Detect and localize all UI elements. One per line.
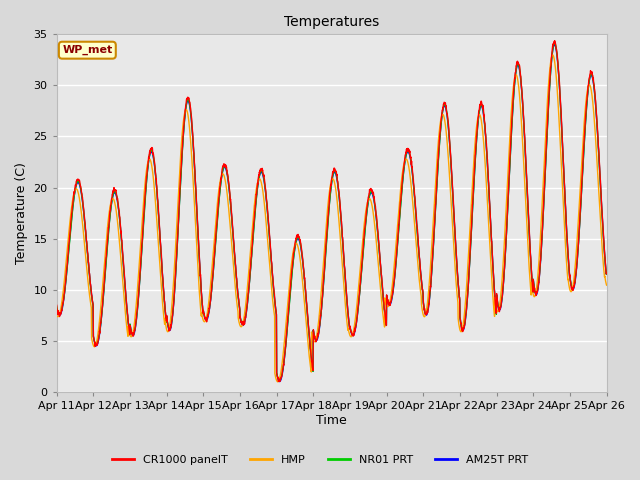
NR01 PRT (551, 40, 559, 46)
CR1000 panelT (579, 160, 587, 166)
AM25T PRT (579, 163, 587, 169)
HMP (156, 252, 163, 257)
AM25T PRT (603, 270, 611, 276)
AM25T PRT (551, 42, 559, 48)
X-axis label: Time: Time (316, 414, 347, 427)
Line: CR1000 panelT: CR1000 panelT (57, 41, 607, 382)
Y-axis label: Temperature (C): Temperature (C) (15, 162, 28, 264)
HMP (203, 313, 211, 319)
Title: Temperatures: Temperatures (284, 15, 380, 29)
CR1000 panelT (394, 228, 402, 234)
CR1000 panelT (156, 216, 163, 222)
NR01 PRT (495, 305, 503, 311)
AM25T PRT (337, 216, 345, 222)
NR01 PRT (394, 232, 402, 238)
HMP (579, 139, 587, 144)
HMP (603, 282, 611, 288)
NR01 PRT (156, 220, 163, 226)
AM25T PRT (53, 304, 61, 310)
Line: HMP: HMP (57, 55, 607, 382)
CR1000 panelT (603, 271, 611, 276)
AM25T PRT (203, 317, 211, 323)
NR01 PRT (579, 165, 587, 170)
AM25T PRT (276, 379, 284, 384)
AM25T PRT (495, 306, 503, 312)
Text: WP_met: WP_met (62, 45, 113, 55)
Legend: CR1000 panelT, HMP, NR01 PRT, AM25T PRT: CR1000 panelT, HMP, NR01 PRT, AM25T PRT (107, 451, 533, 469)
CR1000 panelT (275, 379, 282, 384)
HMP (548, 52, 556, 58)
HMP (394, 212, 402, 217)
NR01 PRT (53, 304, 61, 310)
CR1000 panelT (337, 214, 345, 219)
Line: NR01 PRT: NR01 PRT (57, 43, 607, 380)
CR1000 panelT (53, 302, 61, 308)
NR01 PRT (337, 216, 345, 222)
NR01 PRT (603, 270, 611, 276)
NR01 PRT (276, 377, 284, 383)
HMP (53, 312, 61, 318)
HMP (337, 246, 345, 252)
CR1000 panelT (203, 319, 211, 325)
Line: AM25T PRT: AM25T PRT (57, 45, 607, 382)
CR1000 panelT (551, 38, 559, 44)
AM25T PRT (394, 230, 402, 236)
AM25T PRT (156, 219, 163, 225)
HMP (274, 379, 282, 384)
HMP (495, 306, 503, 312)
NR01 PRT (203, 316, 211, 322)
CR1000 panelT (495, 306, 503, 312)
